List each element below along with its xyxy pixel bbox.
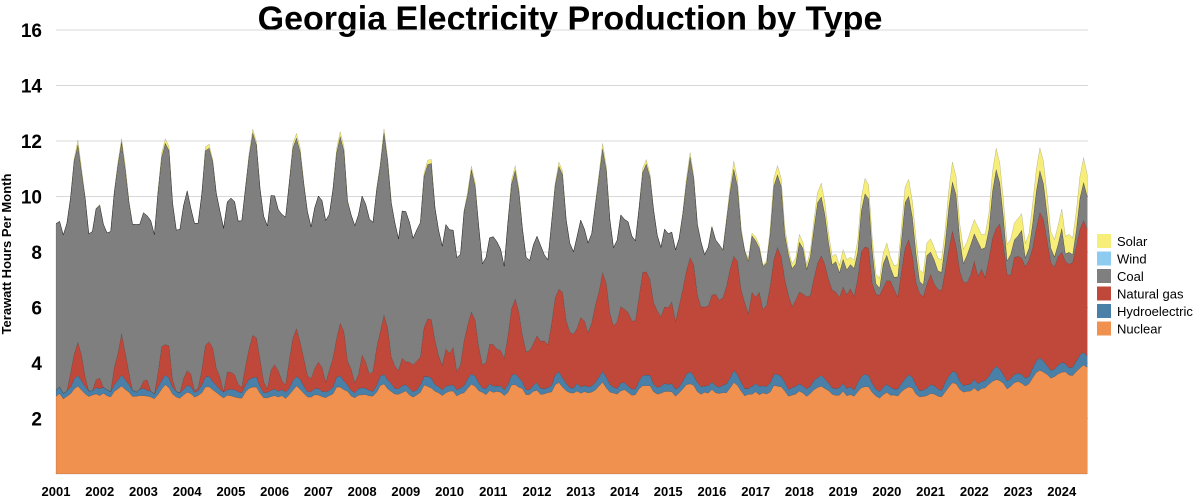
x-tick-2024: 2024 xyxy=(1047,484,1077,497)
chart-title: Georgia Electricity Production by Type xyxy=(258,0,883,38)
x-tick-2016: 2016 xyxy=(697,484,726,497)
x-tick-2008: 2008 xyxy=(348,484,377,497)
legend-label-hydroelectric: Hydroelectric xyxy=(1117,304,1193,319)
y-tick-14: 14 xyxy=(21,77,43,98)
legend-swatch-natural-gas xyxy=(1097,286,1111,301)
x-tick-2001: 2001 xyxy=(42,484,71,497)
x-tick-2007: 2007 xyxy=(304,484,333,497)
y-tick-2: 2 xyxy=(31,410,42,431)
series-natural-gas xyxy=(55,211,1088,395)
y-tick-6: 6 xyxy=(31,299,42,320)
x-tick-2023: 2023 xyxy=(1004,484,1033,497)
x-tick-2017: 2017 xyxy=(741,484,770,497)
x-tick-2005: 2005 xyxy=(216,484,245,497)
x-tick-2009: 2009 xyxy=(391,484,420,497)
y-tick-8: 8 xyxy=(31,243,42,264)
legend-item-natural-gas: Natural gas xyxy=(1097,286,1184,302)
x-tick-2014: 2014 xyxy=(610,484,640,497)
series-areas xyxy=(55,128,1088,475)
legend-swatch-hydroelectric xyxy=(1097,304,1111,318)
x-tick-2010: 2010 xyxy=(435,484,464,497)
y-tick-16: 16 xyxy=(21,21,42,42)
legend-item-coal: Coal xyxy=(1097,269,1144,284)
x-tick-2021: 2021 xyxy=(916,484,945,497)
y-axis-label: Terawatt Hours Per Month xyxy=(0,174,14,335)
y-tick-10: 10 xyxy=(21,188,42,209)
legend-item-hydroelectric: Hydroelectric xyxy=(1097,304,1193,319)
x-tick-2011: 2011 xyxy=(479,484,507,497)
x-tick-2002: 2002 xyxy=(85,484,114,497)
x-tick-2012: 2012 xyxy=(523,484,552,497)
y-tick-12: 12 xyxy=(21,132,42,153)
y-tick-labels: 2 4 6 8 10 12 14 16 xyxy=(21,21,43,431)
x-tick-2013: 2013 xyxy=(566,484,595,497)
legend-label-solar: Solar xyxy=(1117,234,1148,249)
x-tick-labels: 2001 2002 2003 2004 2005 2006 2007 2008 2009 2010… xyxy=(42,484,1077,497)
legend-label-natural-gas: Natural gas xyxy=(1117,287,1184,302)
legend-label-nuclear: Nuclear xyxy=(1117,322,1162,337)
series-coal xyxy=(55,132,1088,395)
x-tick-2020: 2020 xyxy=(872,484,901,497)
y-tick-4: 4 xyxy=(31,354,42,375)
series-solar xyxy=(55,128,1088,289)
legend-swatch-nuclear xyxy=(1097,321,1111,336)
x-tick-2004: 2004 xyxy=(173,484,203,497)
legend: Solar Wind Coal Natural gas Hydroelectric Nuc… xyxy=(1097,234,1193,337)
legend-swatch-solar xyxy=(1097,234,1111,248)
legend-item-wind: Wind xyxy=(1097,251,1147,267)
x-tick-2015: 2015 xyxy=(654,484,683,497)
legend-label-coal: Coal xyxy=(1117,269,1144,284)
x-tick-2019: 2019 xyxy=(829,484,858,497)
legend-item-nuclear: Nuclear xyxy=(1097,321,1162,337)
legend-swatch-wind xyxy=(1097,251,1111,266)
legend-label-wind: Wind xyxy=(1117,252,1147,267)
legend-swatch-coal xyxy=(1097,269,1111,283)
legend-item-solar: Solar xyxy=(1097,234,1148,249)
x-tick-2006: 2006 xyxy=(260,484,289,497)
x-tick-2022: 2022 xyxy=(960,484,989,497)
x-tick-2003: 2003 xyxy=(129,484,158,497)
x-tick-2018: 2018 xyxy=(785,484,814,497)
